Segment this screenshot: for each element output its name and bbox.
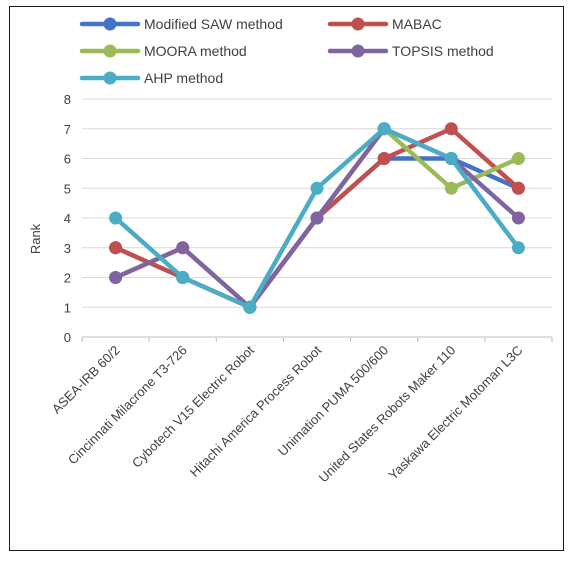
y-tick-label-6: 6 [64,152,71,167]
legend-label-1: MABAC [392,16,442,32]
data-point-4-3 [310,181,324,195]
legend-item-2: MOORA method [79,43,247,59]
data-point-3-0 [109,271,123,284]
y-tick-label-7: 7 [64,122,71,137]
data-point-1-0 [109,241,123,255]
x-tick-label-2: Cybotech V15 Electric Robot [129,342,257,470]
x-tick-label-3: Hitachi America Process Robot [187,342,325,480]
data-point-4-6 [511,241,525,255]
legend-swatch-marker-1 [351,17,365,31]
x-tick-label-5: United States Robots Maker 110 [316,343,459,486]
legend: Modified SAW method MABAC MOORA method TOPS… [79,16,494,86]
legend-swatch-marker-3 [351,44,365,58]
legend-swatch-marker-4 [103,71,117,85]
series-lines [109,122,525,314]
chart-frame: 0 1 2 3 4 5 6 7 8 ASEA-IRB 60/2 Cincinnati Milacro… [9,6,564,551]
x-tick-label-6: Yaskawa Electric Motoman L3C [385,343,525,483]
series-line-0 [113,156,521,310]
data-point-3-6 [511,211,525,225]
legend-label-0: Modified SAW method [144,16,283,32]
legend-label-4: AHP method [144,70,223,86]
data-point-4-2 [243,300,257,314]
legend-item-1: MABAC [327,16,442,32]
data-point-4-0 [109,211,123,225]
series-4 [109,122,525,314]
y-axis-label: Rank [28,223,43,254]
x-tick-label-0: ASEA-IRB 60/2 [49,343,123,417]
y-tick-label-4: 4 [64,211,71,226]
data-point-3-3 [310,211,324,225]
legend-swatch-marker-2 [103,44,117,58]
y-tick-label-3: 3 [64,241,71,256]
legend-item-0: Modified SAW method [79,16,283,32]
y-tick-label-0: 0 [64,330,71,345]
data-point-2-5 [444,181,458,195]
data-point-1-5 [444,122,458,136]
legend-item-4: AHP method [79,70,223,86]
x-tick-label-4: Unimation PUMA 500/600 [275,343,391,459]
data-point-4-1 [176,271,190,284]
data-point-4-4 [377,122,391,136]
x-tick-label-1: Cincinnati Milacrone T3-726 [65,343,190,468]
data-point-4-5 [444,152,458,165]
legend-label-3: TOPSIS method [392,43,494,59]
y-tick-label-1: 1 [64,300,71,315]
legend-swatch-marker-0 [103,17,117,31]
y-tick-label-8: 8 [64,92,71,107]
data-point-1-4 [377,152,391,165]
data-point-1-6 [511,181,525,195]
legend-item-3: TOPSIS method [327,43,494,59]
y-tick-label-5: 5 [64,181,71,196]
legend-label-2: MOORA method [144,43,247,59]
data-point-3-1 [176,241,190,255]
data-point-2-6 [511,152,525,165]
y-tick-label-2: 2 [64,271,71,286]
